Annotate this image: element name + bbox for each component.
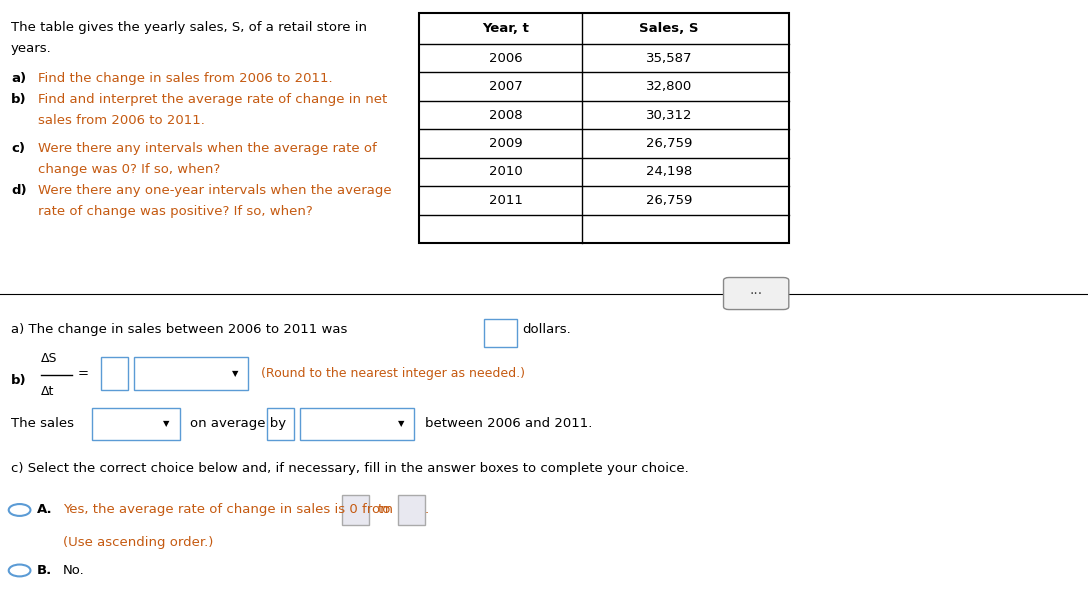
Text: Sales, S: Sales, S bbox=[640, 22, 698, 35]
Text: =: = bbox=[77, 367, 88, 380]
Text: (Use ascending order.): (Use ascending order.) bbox=[63, 536, 213, 549]
FancyBboxPatch shape bbox=[419, 13, 789, 243]
Text: to: to bbox=[379, 503, 392, 517]
Text: Year, t: Year, t bbox=[482, 22, 530, 35]
Text: ▼: ▼ bbox=[232, 369, 238, 378]
Text: dollars.: dollars. bbox=[522, 323, 571, 336]
Text: b): b) bbox=[11, 93, 26, 106]
FancyBboxPatch shape bbox=[342, 495, 370, 525]
Text: B.: B. bbox=[37, 564, 52, 577]
FancyBboxPatch shape bbox=[268, 408, 295, 441]
Text: ▼: ▼ bbox=[398, 419, 405, 429]
Text: Were there any one-year intervals when the average: Were there any one-year intervals when t… bbox=[38, 184, 392, 197]
Text: 30,312: 30,312 bbox=[646, 109, 692, 122]
Text: Find and interpret the average rate of change in net: Find and interpret the average rate of c… bbox=[38, 93, 387, 106]
FancyBboxPatch shape bbox=[724, 278, 789, 310]
Text: a): a) bbox=[11, 72, 26, 85]
Text: Were there any intervals when the average rate of: Were there any intervals when the averag… bbox=[38, 142, 376, 155]
Text: between 2006 and 2011.: between 2006 and 2011. bbox=[425, 417, 592, 431]
Text: 32,800: 32,800 bbox=[646, 80, 692, 93]
FancyBboxPatch shape bbox=[300, 408, 415, 441]
Text: ΔS: ΔS bbox=[41, 352, 58, 365]
Text: a) The change in sales between 2006 to 2011 was: a) The change in sales between 2006 to 2… bbox=[11, 323, 347, 336]
Text: 2011: 2011 bbox=[489, 194, 523, 207]
Text: No.: No. bbox=[63, 564, 85, 577]
Text: 26,759: 26,759 bbox=[646, 137, 692, 150]
Text: 2007: 2007 bbox=[489, 80, 523, 93]
FancyBboxPatch shape bbox=[101, 357, 128, 390]
FancyBboxPatch shape bbox=[398, 495, 425, 525]
FancyBboxPatch shape bbox=[484, 319, 517, 347]
Text: The sales: The sales bbox=[11, 417, 74, 431]
Text: 2009: 2009 bbox=[490, 137, 522, 150]
FancyBboxPatch shape bbox=[92, 408, 180, 441]
Text: b): b) bbox=[11, 374, 26, 387]
Text: c): c) bbox=[11, 142, 25, 155]
Text: 2008: 2008 bbox=[490, 109, 522, 122]
Text: ···: ··· bbox=[750, 286, 763, 301]
Text: A.: A. bbox=[37, 503, 52, 517]
Text: 35,587: 35,587 bbox=[646, 52, 692, 65]
Text: c) Select the correct choice below and, if necessary, fill in the answer boxes t: c) Select the correct choice below and, … bbox=[11, 462, 689, 475]
Text: The table gives the yearly sales, S, of a retail store in: The table gives the yearly sales, S, of … bbox=[11, 21, 367, 34]
Text: 26,759: 26,759 bbox=[646, 194, 692, 207]
Text: 2006: 2006 bbox=[490, 52, 522, 65]
Text: 2010: 2010 bbox=[489, 165, 523, 178]
Text: d): d) bbox=[11, 184, 26, 197]
Text: (Round to the nearest integer as needed.): (Round to the nearest integer as needed.… bbox=[261, 367, 526, 380]
Text: years.: years. bbox=[11, 42, 51, 55]
FancyBboxPatch shape bbox=[134, 357, 248, 390]
Text: ▼: ▼ bbox=[163, 419, 170, 429]
Text: change was 0? If so, when?: change was 0? If so, when? bbox=[38, 163, 221, 176]
Text: 24,198: 24,198 bbox=[646, 165, 692, 178]
Text: rate of change was positive? If so, when?: rate of change was positive? If so, when… bbox=[38, 205, 313, 218]
Text: Yes, the average rate of change in sales is 0 from: Yes, the average rate of change in sales… bbox=[63, 503, 393, 517]
Text: .: . bbox=[425, 503, 429, 517]
Text: Δt: Δt bbox=[41, 385, 54, 398]
Text: sales from 2006 to 2011.: sales from 2006 to 2011. bbox=[38, 114, 205, 127]
Text: Find the change in sales from 2006 to 2011.: Find the change in sales from 2006 to 20… bbox=[38, 72, 333, 85]
Text: on average by: on average by bbox=[190, 417, 286, 431]
